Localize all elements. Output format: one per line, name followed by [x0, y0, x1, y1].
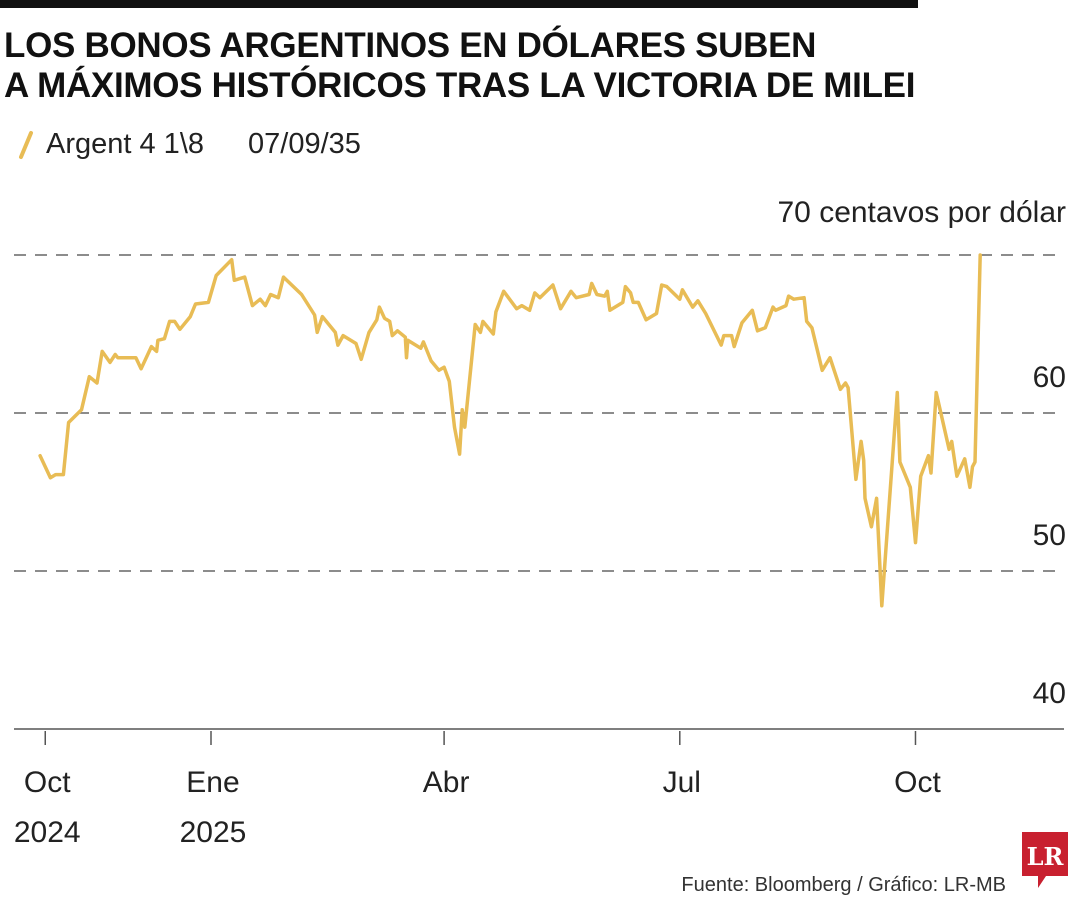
- y-axis-unit-label: 70 centavos por dólar: [777, 196, 1066, 229]
- source-note: Fuente: Bloomberg / Gráfico: LR-MB: [681, 874, 1006, 896]
- top-rule: [0, 0, 918, 8]
- y-tick-label: 50: [1033, 519, 1066, 552]
- legend-series-maturity: 07/09/35: [248, 128, 361, 160]
- series-line-argent-4-1-8: [38, 253, 982, 608]
- legend-line-icon: [19, 130, 33, 159]
- svg-text:LR: LR: [1027, 842, 1065, 871]
- x-tick-label: Oct: [24, 766, 71, 799]
- x-tick-label: Ene: [186, 766, 239, 799]
- title-line-2: A MÁXIMOS HISTÓRICOS TRAS LA VICTORIA DE…: [4, 66, 916, 105]
- y-tick-label: 60: [1033, 361, 1066, 394]
- title-line-1: LOS BONOS ARGENTINOS EN DÓLARES SUBEN: [4, 26, 817, 65]
- x-tick-year-label: 2024: [14, 816, 81, 849]
- x-tick-label: Jul: [663, 766, 701, 799]
- chart-title: LOS BONOS ARGENTINOS EN DÓLARES SUBEN A …: [4, 26, 915, 106]
- x-tick-year-label: 2025: [180, 816, 247, 849]
- legend-series-name: Argent 4 1\8: [46, 128, 204, 160]
- legend: Argent 4 1\8 07/09/35: [18, 128, 361, 161]
- y-tick-label: 40: [1033, 677, 1066, 710]
- lr-logo: LR: [1022, 832, 1068, 888]
- x-tick-label: Oct: [894, 766, 941, 799]
- x-tick-label: Abr: [423, 766, 470, 799]
